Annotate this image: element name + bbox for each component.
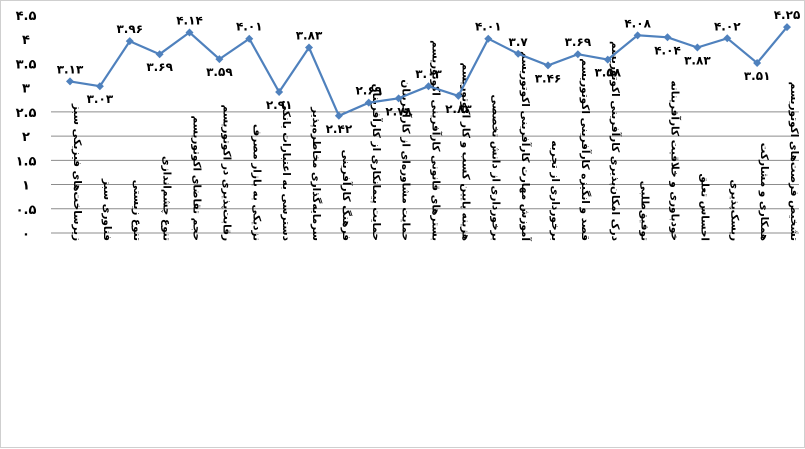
x-category-label: همکاری و مشارکت xyxy=(758,143,770,241)
data-point xyxy=(514,49,523,58)
x-axis-category-labels: زیرساخت‌های فیزیکی سبز فناوری سبز تنوع زیس… xyxy=(71,40,800,241)
y-tick-label: ۳ xyxy=(22,82,30,97)
data-label: ۲.۹۱ xyxy=(266,98,293,112)
data-point xyxy=(394,94,403,103)
data-label: ۳.۸۳ xyxy=(296,28,323,42)
data-point xyxy=(66,77,74,86)
data-label: ۳.۶۹ xyxy=(146,60,173,74)
x-category-label: قصد و انگیزه کارآفرینی اکوتوریسم xyxy=(579,58,592,241)
y-tick-label: ۴.۵ xyxy=(16,9,37,24)
data-label: ۴.۲۵ xyxy=(774,8,801,22)
data-points xyxy=(66,23,791,120)
data-label: ۴.۰۸ xyxy=(624,16,651,30)
y-tick-label: ۲.۵ xyxy=(16,106,37,121)
data-label: ۳.۰۳ xyxy=(87,92,114,106)
data-label: ۴.۰۱ xyxy=(475,20,502,34)
data-label: ۳.۴۶ xyxy=(535,71,562,85)
y-tick-label: ۴ xyxy=(22,33,30,48)
data-point xyxy=(544,61,552,70)
data-point xyxy=(305,43,313,52)
data-label: ۳.۱۳ xyxy=(57,62,84,76)
data-point xyxy=(275,88,284,97)
x-category-label: ریسک‌پذیری xyxy=(728,179,740,241)
data-point xyxy=(693,43,702,52)
x-category-label: توفیق‌طلبی xyxy=(639,181,651,241)
data-point xyxy=(95,82,104,91)
y-tick-label: ۱ xyxy=(22,179,30,194)
data-point xyxy=(215,55,224,64)
data-labels: ۳.۱۳ ۳.۰۳ ۳.۹۶ ۳.۶۹ ۴.۱۴ ۳.۵۹ ۴.۰۱ ۲.۹۱ ۳.۸۳ ۲.۴۲… xyxy=(57,8,801,136)
data-point xyxy=(484,34,493,43)
x-category-label: آموزش مهارت کارآفرینی اکوتوریسم xyxy=(519,51,532,241)
y-tick-label: ۲ xyxy=(22,130,30,145)
data-label: ۴.۰۲ xyxy=(714,19,741,33)
x-category-label: حمایت مشاوره‌ای از کارآفرینان xyxy=(400,79,413,241)
y-tick-label: ۳.۵ xyxy=(16,57,37,72)
data-label: ۲.۶۹ xyxy=(355,84,382,98)
y-tick-label: ۱.۵ xyxy=(16,154,37,169)
x-category-label: دسترسی به اعتبارات بانکی xyxy=(280,100,292,241)
data-label: ۲.۴۲ xyxy=(326,122,353,136)
x-category-label: هزینه پایین کسب و کار اکوتوریسم xyxy=(459,63,471,242)
x-category-label: تنوع چشم‌اندازی xyxy=(161,156,173,241)
x-category-label: احساس تعلق xyxy=(698,173,710,241)
x-category-label: فرهنگ کارآفرینی xyxy=(340,150,353,241)
y-tick-label: ۰ xyxy=(22,227,30,242)
data-label: ۲.۸۳ xyxy=(445,102,472,116)
data-label: ۳.۵۱ xyxy=(744,69,771,83)
data-label: ۴.۰۴ xyxy=(654,43,681,57)
data-point xyxy=(185,28,194,37)
x-category-label: نزدیکی به بازار مصرف xyxy=(250,124,262,241)
data-label: ۴.۱۴ xyxy=(176,13,203,27)
data-point xyxy=(753,58,762,67)
data-label: ۴.۰۱ xyxy=(236,20,263,34)
data-point xyxy=(245,34,254,43)
x-category-label: برخورداری از تجربه xyxy=(549,140,561,241)
x-category-label: رقابت‌پذیری در اکوتوریسم xyxy=(220,105,232,242)
data-point xyxy=(783,23,791,32)
x-category-label: خودباوری و خلاقیت کارآفرینانه xyxy=(669,80,682,241)
data-point xyxy=(723,34,732,43)
data-label: ۳.۹۶ xyxy=(116,22,143,36)
x-category-label: زیرساخت‌های فیزیکی سبز xyxy=(71,103,83,241)
data-label: ۳.۵۹ xyxy=(206,65,233,79)
data-point xyxy=(454,91,463,100)
data-point xyxy=(125,37,134,46)
data-point xyxy=(334,111,343,120)
data-point xyxy=(603,55,612,64)
data-point xyxy=(364,98,373,107)
data-label: ۳.۶۹ xyxy=(565,35,592,49)
grid-lines xyxy=(51,111,799,234)
x-category-label: درک امکان‌پذیری کارآفرینی اکوتوریسم xyxy=(609,41,622,242)
data-label: ۲.۷۸ xyxy=(385,104,412,118)
data-point xyxy=(633,31,642,40)
y-axis-tick-labels: ۰ ۰.۵ ۱ ۱.۵ ۲ ۲.۵ ۳ ۳.۵ ۴ ۴.۵ xyxy=(16,9,37,242)
data-point xyxy=(573,50,582,59)
data-label: ۳.۵۸ xyxy=(594,66,621,80)
data-point xyxy=(663,33,672,42)
data-label: ۳.۰۳ xyxy=(415,67,442,81)
x-category-label: حجم تقاضای اکوتوریسم xyxy=(191,115,203,241)
data-point xyxy=(424,82,433,91)
data-label: ۳.۸۳ xyxy=(684,53,711,67)
x-category-label: سرمایه‌گذاری مخاطره‌پذیر xyxy=(310,106,323,241)
x-category-label: برخورداری از دانش تخصصی xyxy=(489,94,501,241)
x-category-label: تشخیص فرصت‌های اکوتوریسم xyxy=(788,82,800,241)
data-point xyxy=(155,50,164,59)
x-category-label: تنوع زیستی xyxy=(131,180,143,241)
x-category-label: حمایت پیمانکاری از کارآفرینان xyxy=(370,84,383,241)
data-label: ۳.۷ xyxy=(509,35,529,49)
x-category-label: فناوری سبز xyxy=(101,178,113,241)
y-tick-label: ۰.۵ xyxy=(16,203,37,218)
